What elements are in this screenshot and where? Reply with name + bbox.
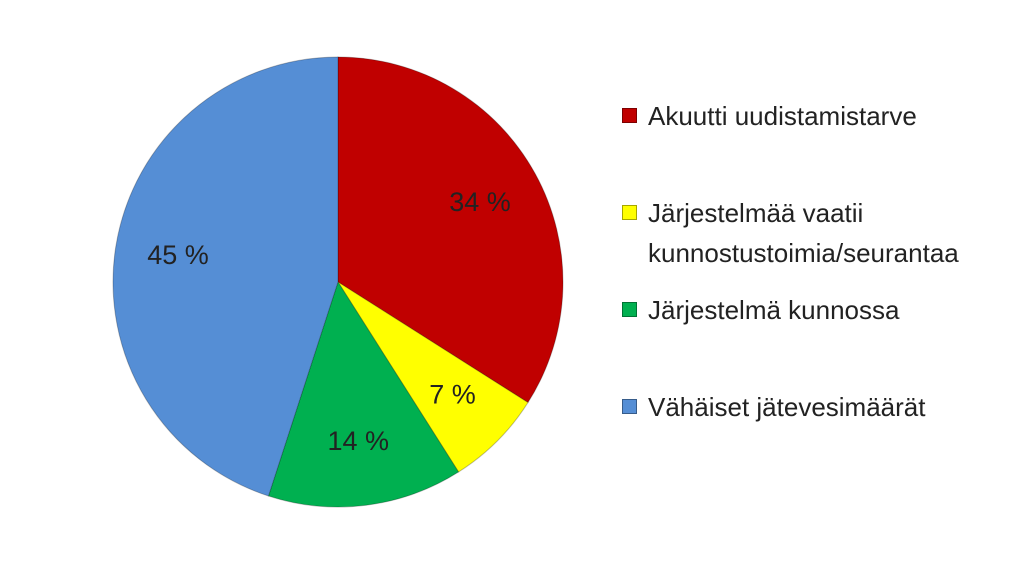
legend-swatch — [622, 302, 637, 317]
pie-slice — [337, 56, 564, 404]
pie-slice — [112, 56, 339, 497]
legend-item: Akuutti uudistamistarve — [622, 96, 1012, 136]
legend-swatch — [622, 108, 637, 123]
legend-label: Järjestelmää vaatii kunnostustoimia/seur… — [648, 198, 959, 268]
legend-swatch — [622, 399, 637, 414]
data-label: 7 % — [429, 380, 476, 410]
data-label: 14 % — [328, 426, 390, 456]
data-label: 45 % — [147, 240, 209, 270]
pie-slice — [267, 280, 460, 508]
legend-label: Vähäiset jätevesimäärät — [648, 392, 926, 422]
legend-label: Järjestelmä kunnossa — [648, 295, 900, 325]
legend-item: Järjestelmää vaatii kunnostustoimia/seur… — [622, 193, 1012, 273]
pie-slice — [337, 281, 529, 473]
legend-item: Vähäiset jätevesimäärät — [622, 387, 1012, 427]
data-label: 34 % — [449, 187, 511, 217]
legend-item: Järjestelmä kunnossa — [622, 290, 1012, 330]
legend-swatch — [622, 205, 637, 220]
legend-label: Akuutti uudistamistarve — [648, 101, 917, 131]
